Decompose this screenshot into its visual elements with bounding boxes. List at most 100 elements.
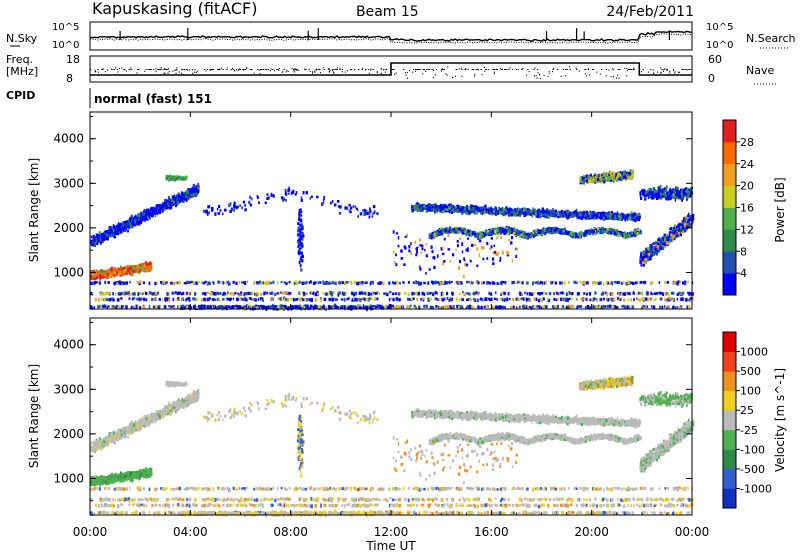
nave-dot	[473, 69, 474, 70]
power-cell	[505, 281, 507, 284]
power-cell	[213, 292, 215, 296]
power-cell	[185, 195, 187, 198]
power-cell	[519, 293, 521, 296]
power-cell	[645, 298, 647, 301]
power-cell	[510, 306, 513, 309]
power-cell	[543, 297, 545, 300]
power-cell	[410, 304, 411, 307]
power-cell	[259, 281, 261, 284]
power-cell	[247, 281, 248, 283]
power-cell	[301, 244, 303, 247]
power-cell	[613, 298, 615, 301]
power-cell	[234, 202, 236, 205]
power-cell	[538, 299, 540, 303]
power-cell	[224, 282, 225, 285]
nave-dot	[319, 69, 320, 70]
power-cell	[385, 292, 387, 295]
power-cell	[223, 292, 225, 295]
power-cell	[298, 229, 300, 232]
nave-dot	[282, 72, 283, 73]
power-cell	[632, 282, 634, 285]
nave-dot	[95, 70, 96, 71]
nave-dot	[474, 75, 475, 76]
power-cell	[346, 298, 348, 301]
power-cell	[635, 282, 638, 284]
power-cell	[399, 282, 401, 285]
power-cell	[305, 282, 307, 285]
power-cell	[162, 281, 163, 284]
power-cell	[310, 280, 312, 283]
nave-dot	[608, 70, 609, 71]
power-cell	[271, 298, 273, 301]
power-cell	[606, 298, 608, 301]
power-cell	[130, 267, 132, 270]
power-cell	[372, 215, 374, 217]
power-cell	[281, 196, 283, 199]
power-cell	[666, 298, 668, 301]
nave-dot	[223, 69, 224, 70]
power-cell	[328, 298, 330, 301]
power-cell	[518, 298, 520, 301]
nave-dot	[544, 75, 545, 76]
nave-dot	[521, 69, 522, 70]
power-cell	[310, 305, 313, 308]
nave-dot	[426, 69, 427, 70]
power-cell	[177, 176, 180, 178]
power-cell	[349, 210, 351, 213]
nave-dot	[452, 77, 453, 78]
power-cell	[664, 292, 666, 295]
power-cell	[155, 215, 157, 218]
nave-dot	[347, 70, 348, 71]
power-cell	[364, 209, 366, 211]
power-cell	[354, 292, 356, 295]
nave-dot	[529, 71, 530, 72]
nave-dot	[333, 69, 334, 70]
power-cell	[97, 237, 98, 240]
power-cell	[473, 298, 475, 300]
power-cell	[300, 292, 301, 295]
nave-dot	[422, 73, 423, 74]
power-cell	[288, 292, 290, 295]
power-cell	[299, 251, 301, 255]
power-cell	[335, 298, 337, 301]
power-cell	[168, 196, 170, 199]
nave-dot	[169, 71, 170, 72]
power-cell	[344, 298, 346, 302]
power-cell	[249, 196, 250, 199]
power-cell	[609, 305, 612, 308]
power-cell	[613, 306, 615, 308]
power-cell	[285, 199, 287, 202]
nave-dot	[213, 69, 214, 70]
power-cell	[423, 282, 426, 284]
power-cell	[359, 291, 361, 294]
power-cell	[302, 238, 304, 241]
nave-dot	[272, 69, 273, 70]
nave-dot	[323, 67, 324, 68]
power-cell	[330, 202, 332, 205]
power-cell	[299, 305, 301, 307]
nave-dot	[164, 68, 165, 69]
power-cell	[653, 305, 655, 308]
freq-tick-high: 18	[66, 53, 80, 66]
nave-dot	[612, 68, 613, 69]
nave-dot	[126, 70, 127, 71]
power-cell	[633, 298, 635, 301]
nave-dot	[501, 69, 502, 70]
power-cell	[177, 297, 179, 300]
nave-dot	[310, 71, 311, 72]
power-cell	[633, 292, 635, 294]
power-cell	[253, 282, 255, 284]
nave-dot	[630, 69, 631, 70]
nave-dot	[627, 70, 628, 71]
power-cell	[688, 292, 690, 296]
power-cell	[586, 281, 588, 284]
power-cell	[400, 292, 401, 295]
power-cell	[632, 305, 635, 308]
power-cell	[427, 281, 429, 284]
power-cell	[224, 209, 226, 211]
power-cell	[621, 282, 623, 285]
power-cell	[466, 292, 468, 294]
nave-dot	[309, 69, 310, 70]
power-cell	[521, 281, 523, 284]
nave-dot	[337, 67, 338, 68]
